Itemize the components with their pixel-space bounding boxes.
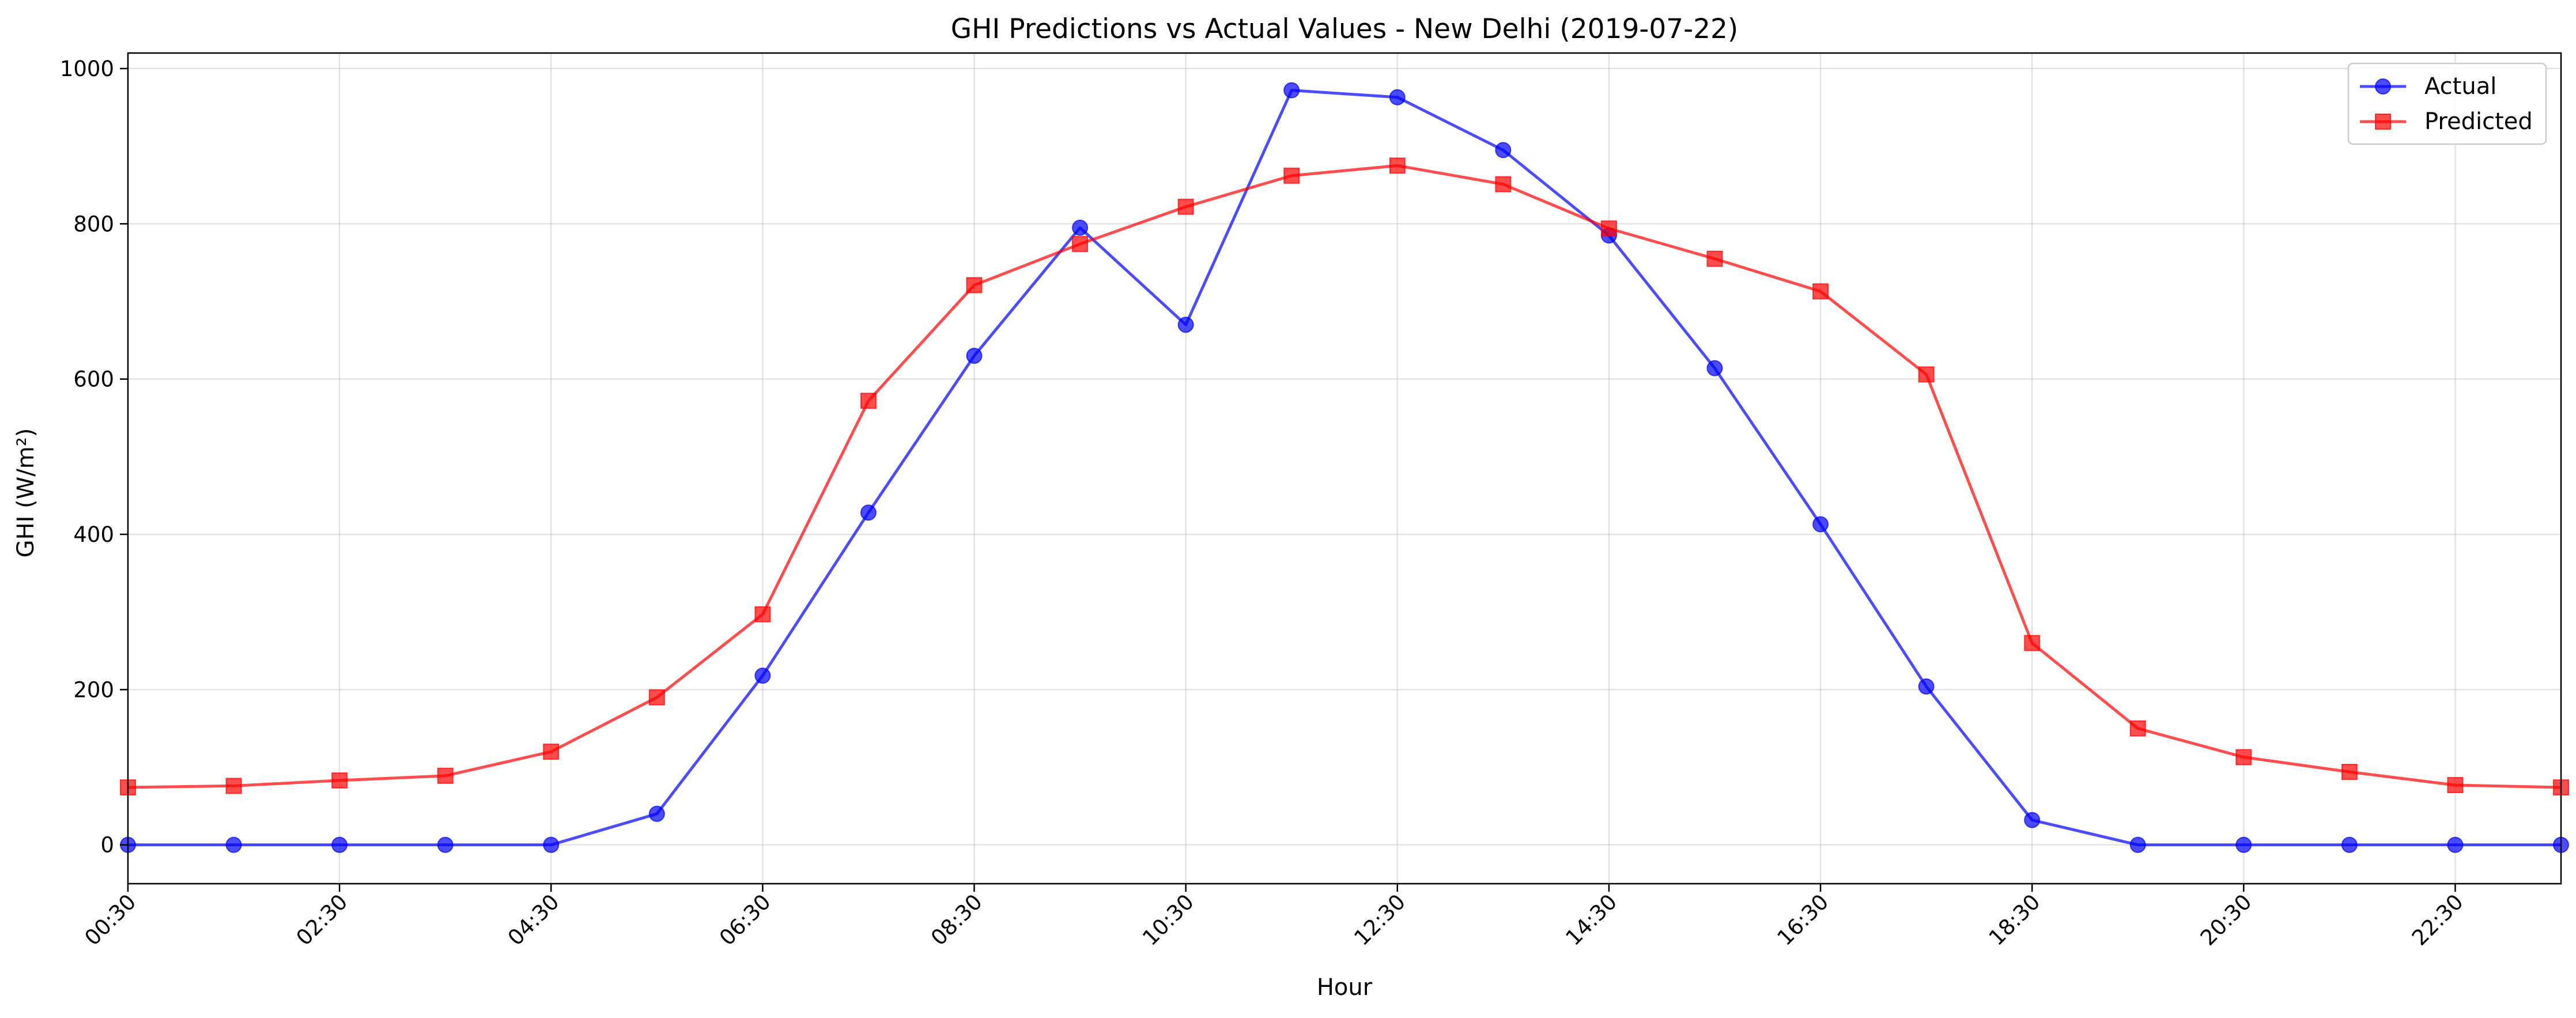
series-predicted-point bbox=[2447, 776, 2464, 793]
plot-area-frame bbox=[127, 52, 2562, 885]
y-tick-label: 400 bbox=[73, 522, 114, 547]
y-tick-label: 600 bbox=[73, 367, 114, 392]
series-predicted-point bbox=[1389, 157, 1406, 174]
series-actual-point bbox=[543, 836, 560, 853]
y-tick-label: 0 bbox=[100, 833, 114, 858]
legend-box bbox=[2347, 62, 2547, 145]
series-actual-point bbox=[331, 836, 348, 853]
series-actual-point bbox=[1495, 142, 1512, 159]
series-actual-point bbox=[225, 836, 242, 853]
series-actual-point bbox=[1283, 82, 1300, 99]
series-predicted-line bbox=[127, 164, 2562, 789]
series-actual-point bbox=[2129, 836, 2146, 853]
series-actual-point bbox=[2235, 836, 2252, 853]
series-actual-point bbox=[966, 348, 983, 364]
series-actual-point bbox=[1072, 220, 1089, 236]
series-predicted-point bbox=[543, 744, 560, 760]
series-actual-point bbox=[2024, 812, 2041, 828]
series-predicted-point bbox=[1918, 366, 1935, 383]
series-actual-point bbox=[437, 836, 454, 853]
series-layer bbox=[120, 82, 2569, 853]
series-predicted-point bbox=[437, 767, 454, 784]
legend: Actual Predicted bbox=[2347, 62, 2547, 145]
series-actual-point bbox=[648, 805, 665, 822]
series-actual-point bbox=[2341, 836, 2358, 853]
series-predicted-point bbox=[1706, 250, 1723, 267]
series-actual-point bbox=[860, 504, 877, 521]
series-actual-point bbox=[1812, 516, 1829, 533]
legend-actual-label: Actual bbox=[2424, 73, 2496, 100]
y-tick-label: 200 bbox=[73, 677, 114, 702]
series-predicted-point bbox=[754, 606, 771, 623]
series-predicted-point bbox=[1177, 198, 1194, 215]
series-actual-line bbox=[128, 89, 2561, 847]
series-actual-point bbox=[1918, 678, 1935, 695]
series-actual-point bbox=[754, 668, 771, 684]
series-predicted-point bbox=[1072, 236, 1089, 252]
series-predicted-point bbox=[648, 689, 665, 706]
series-predicted-point bbox=[331, 772, 348, 789]
series-predicted-point bbox=[2341, 764, 2358, 781]
series-predicted-point bbox=[1495, 176, 1512, 193]
y-axis-title: GHI (W/m²) bbox=[13, 428, 39, 558]
y-tick-label: 1000 bbox=[60, 56, 114, 81]
series-predicted-point bbox=[1600, 220, 1617, 237]
series-actual-point bbox=[1706, 360, 1723, 376]
series-predicted-point bbox=[860, 393, 877, 409]
legend-actual-marker bbox=[2375, 78, 2391, 95]
series-actual-point bbox=[2447, 836, 2464, 853]
series-predicted-point bbox=[1283, 167, 1300, 184]
series-predicted-point bbox=[1812, 283, 1829, 300]
legend-predicted-label: Predicted bbox=[2424, 108, 2533, 135]
series-predicted-point bbox=[225, 778, 242, 794]
series-predicted-point bbox=[2235, 749, 2252, 766]
chart-title: GHI Predictions vs Actual Values - New D… bbox=[951, 13, 1739, 45]
series-predicted-point bbox=[2024, 635, 2041, 651]
legend-predicted-marker bbox=[2375, 114, 2391, 130]
x-axis-title: Hour bbox=[1317, 974, 1373, 1001]
series-actual-point bbox=[1389, 89, 1406, 105]
series-predicted-point bbox=[966, 277, 983, 293]
series-predicted-point bbox=[2129, 720, 2146, 737]
y-tick-label: 800 bbox=[73, 212, 114, 236]
series-actual-point bbox=[1177, 316, 1194, 333]
